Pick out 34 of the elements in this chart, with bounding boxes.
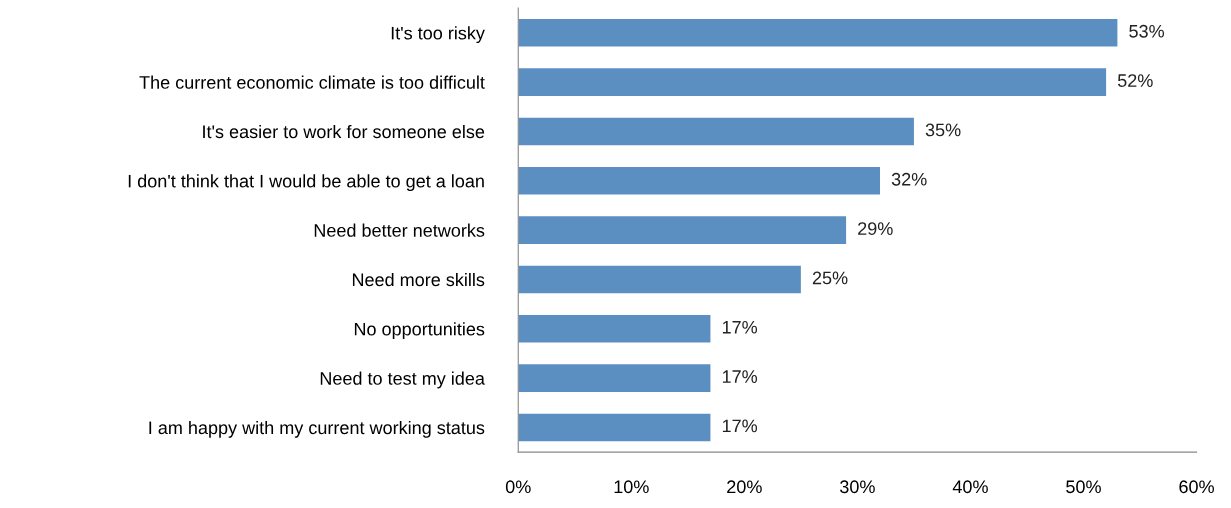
- bar: [518, 216, 847, 244]
- bar: [518, 68, 1107, 96]
- bar: [518, 18, 1118, 47]
- y-tick-label: I am happy with my current working status: [149, 420, 485, 438]
- data-label: 17%: [722, 320, 758, 334]
- data-label: 29%: [858, 222, 893, 235]
- y-tick-label: It's too risky: [391, 26, 485, 44]
- y-tick-label: Need better networks: [314, 223, 485, 237]
- x-tick-label: 10%: [614, 480, 649, 494]
- x-tick-label: 50%: [1066, 480, 1101, 494]
- y-tick-label: It's easier to work for someone else: [203, 124, 485, 139]
- bar: [518, 413, 711, 442]
- data-label: 35%: [925, 123, 961, 137]
- y-tick-label: Need to test my idea: [320, 371, 485, 389]
- y-tick-label: The current economic climate is too difficult: [139, 75, 485, 89]
- bar: [518, 265, 801, 294]
- bar: [518, 117, 914, 146]
- x-tick-label: 20%: [727, 480, 762, 494]
- bar: [518, 314, 711, 343]
- data-label: 52%: [1117, 74, 1153, 87]
- x-tick-label: 0%: [505, 480, 531, 494]
- y-tick-label: Need more skills: [352, 272, 485, 287]
- data-label: 32%: [891, 172, 927, 186]
- data-label: 53%: [1129, 24, 1165, 38]
- data-label: 17%: [722, 419, 758, 433]
- x-tick-label: 30%: [840, 480, 875, 494]
- y-tick-label: No opportunities: [354, 322, 485, 340]
- bar: [518, 364, 711, 392]
- data-label: 25%: [812, 271, 848, 285]
- x-tick-label: 40%: [952, 480, 988, 494]
- data-label: 17%: [722, 370, 758, 383]
- x-tick-label: 60%: [1179, 480, 1214, 494]
- bar: [518, 166, 880, 195]
- y-tick-label: I don't think that I would be able to get a loan: [128, 174, 484, 192]
